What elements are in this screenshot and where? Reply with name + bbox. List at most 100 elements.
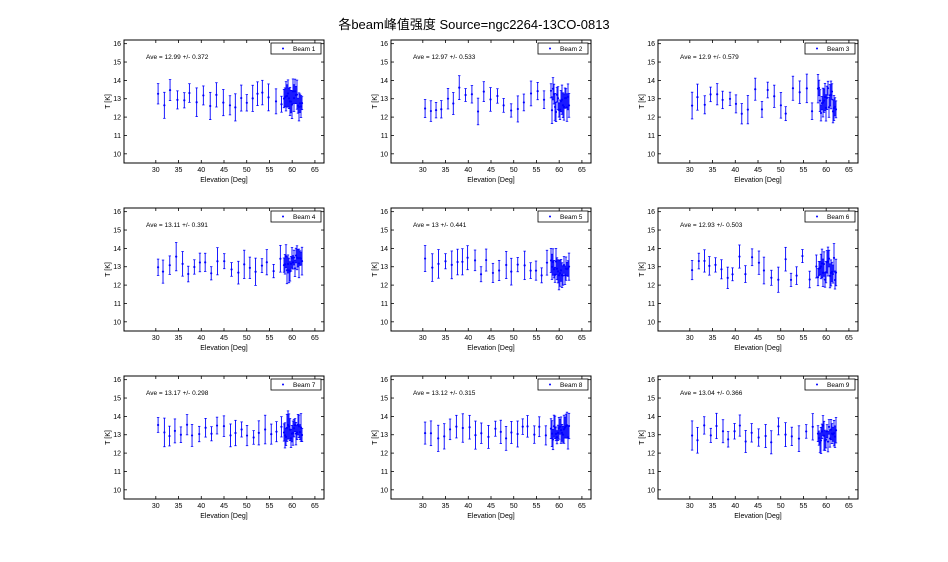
y-tick-label: 13 xyxy=(113,432,121,439)
data-point xyxy=(703,249,706,273)
data-point xyxy=(529,262,532,279)
y-axis-label: T [K] xyxy=(105,262,112,277)
x-tick-label: 50 xyxy=(243,503,251,510)
data-point xyxy=(818,89,822,112)
average-annotation: Ave = 12.99 +/- 0.372 xyxy=(146,54,209,61)
x-tick-label: 35 xyxy=(709,167,717,174)
data-point xyxy=(834,417,838,444)
y-tick-label: 16 xyxy=(647,377,655,384)
data-point xyxy=(267,83,270,112)
subplot-beam-6: 30 35 40 45 50 55 60 65 10 11 12 13 14 15 16 Elevation … xyxy=(639,207,859,352)
legend-label: Beam 4 xyxy=(293,214,316,221)
y-tick-label: 14 xyxy=(113,78,121,85)
y-tick-label: 16 xyxy=(113,377,121,384)
x-tick-label: 45 xyxy=(220,167,228,174)
data-point xyxy=(446,88,450,110)
data-point xyxy=(470,85,474,104)
x-axis-label: Elevation [Deg] xyxy=(734,513,782,520)
data-point xyxy=(229,423,232,448)
x-tick-label: 60 xyxy=(288,167,296,174)
data-point xyxy=(696,83,699,111)
data-point xyxy=(726,431,730,448)
data-point xyxy=(261,79,264,106)
y-tick-label: 13 xyxy=(647,96,655,103)
average-annotation: Ave = 13 +/- 0.441 xyxy=(413,222,467,229)
data-point xyxy=(423,421,427,445)
x-tick-label: 40 xyxy=(731,503,739,510)
x-tick-label: 55 xyxy=(800,167,808,174)
data-point xyxy=(437,249,440,279)
legend-label: Beam 7 xyxy=(293,382,316,389)
data-point xyxy=(823,429,827,451)
data-point xyxy=(544,425,548,446)
data-point xyxy=(521,418,524,435)
data-point xyxy=(545,249,549,276)
y-tick-label: 15 xyxy=(113,396,121,403)
data-point xyxy=(461,413,465,443)
x-tick-label: 60 xyxy=(555,503,563,510)
data-point xyxy=(499,419,502,444)
x-tick-label: 35 xyxy=(709,503,717,510)
data-point xyxy=(156,417,160,433)
y-axis-label: T [K] xyxy=(105,94,112,109)
data-point xyxy=(827,96,831,118)
data-point xyxy=(738,244,741,269)
data-point xyxy=(784,246,787,272)
data-point xyxy=(714,257,717,273)
y-tick-label: 12 xyxy=(380,283,388,290)
x-tick-label: 60 xyxy=(822,335,830,342)
data-point xyxy=(245,94,249,112)
y-tick-label: 11 xyxy=(381,469,388,476)
x-tick-label: 65 xyxy=(578,335,586,342)
x-tick-label: 50 xyxy=(777,335,785,342)
data-point xyxy=(248,256,252,279)
x-tick-label: 40 xyxy=(731,335,739,342)
data-point xyxy=(795,266,798,285)
x-tick-label: 40 xyxy=(197,503,205,510)
x-tick-label: 40 xyxy=(464,167,472,174)
data-point xyxy=(750,248,754,267)
data-point xyxy=(510,257,513,286)
x-tick-label: 35 xyxy=(442,335,450,342)
y-tick-label: 13 xyxy=(113,96,121,103)
data-point xyxy=(784,106,787,122)
average-annotation: Ave = 13.11 +/- 0.391 xyxy=(146,222,208,229)
x-tick-label: 40 xyxy=(197,167,205,174)
y-tick-label: 10 xyxy=(380,319,388,326)
data-point xyxy=(567,93,571,118)
x-tick-label: 50 xyxy=(243,335,251,342)
data-point xyxy=(300,96,304,111)
x-tick-label: 40 xyxy=(464,335,472,342)
data-point xyxy=(222,89,225,117)
data-point xyxy=(709,86,712,103)
data-point xyxy=(240,84,243,112)
legend-box xyxy=(270,210,322,223)
data-point xyxy=(834,100,838,119)
legend-marker xyxy=(282,215,284,218)
y-tick-label: 15 xyxy=(113,60,121,67)
data-point xyxy=(300,427,304,443)
data-point xyxy=(728,91,732,106)
x-tick-label: 55 xyxy=(533,335,541,342)
data-point xyxy=(473,249,477,272)
data-point xyxy=(270,423,273,445)
data-point xyxy=(810,102,814,120)
data-point xyxy=(757,250,761,275)
data-point xyxy=(709,427,713,443)
data-point xyxy=(156,83,160,105)
y-tick-label: 16 xyxy=(380,41,388,48)
x-tick-label: 60 xyxy=(555,335,563,342)
y-tick-label: 14 xyxy=(113,246,121,253)
data-point xyxy=(163,417,166,448)
data-point xyxy=(300,246,304,276)
data-point xyxy=(280,95,283,113)
legend-marker xyxy=(549,215,551,218)
data-point xyxy=(198,252,202,273)
legend-label: Beam 2 xyxy=(560,46,583,53)
data-point xyxy=(228,95,232,116)
data-point xyxy=(163,91,166,119)
y-tick-label: 15 xyxy=(380,60,388,67)
data-point xyxy=(522,93,526,112)
y-tick-label: 11 xyxy=(381,133,388,140)
data-point xyxy=(458,75,461,100)
